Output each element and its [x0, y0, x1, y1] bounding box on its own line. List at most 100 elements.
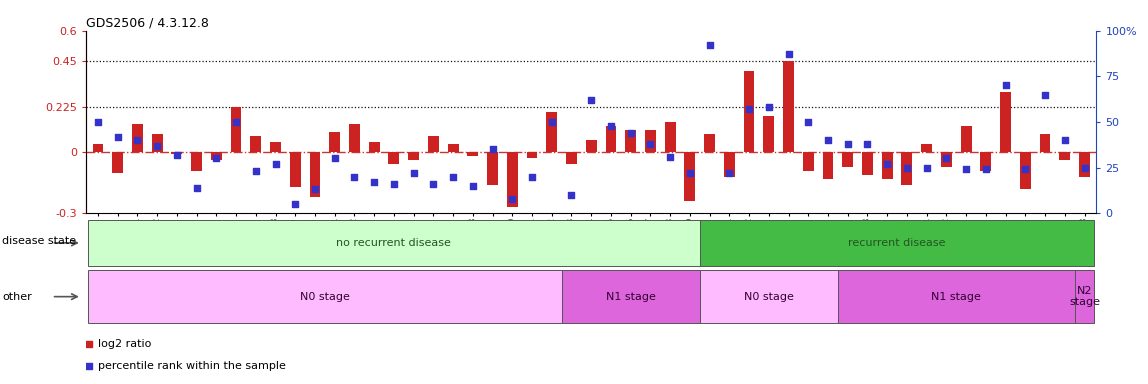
Bar: [585, 140, 597, 152]
Point: [365, 179, 383, 185]
Bar: [724, 152, 735, 177]
Bar: [838, 270, 1075, 323]
Bar: [211, 152, 222, 161]
Text: N2
stage: N2 stage: [1069, 286, 1100, 308]
Bar: [88, 220, 700, 266]
Point: [661, 154, 680, 160]
Point: [760, 104, 778, 111]
Bar: [700, 270, 838, 323]
Bar: [665, 122, 675, 152]
Point: [305, 186, 324, 192]
Bar: [882, 152, 893, 179]
Text: GDS2506 / 4.3.12.8: GDS2506 / 4.3.12.8: [86, 17, 209, 30]
Bar: [527, 152, 537, 159]
Point: [621, 130, 639, 136]
Bar: [289, 152, 301, 187]
Point: [385, 181, 403, 187]
Bar: [1000, 91, 1011, 152]
Point: [898, 164, 916, 170]
Bar: [901, 152, 913, 185]
Point: [917, 164, 936, 170]
Bar: [192, 152, 202, 170]
Bar: [566, 152, 577, 164]
Point: [1016, 166, 1034, 172]
Bar: [645, 130, 656, 152]
Bar: [349, 124, 359, 152]
Point: [80, 341, 98, 347]
Bar: [704, 134, 715, 152]
Point: [642, 141, 660, 147]
Point: [227, 119, 246, 125]
Bar: [1079, 152, 1089, 177]
Point: [80, 363, 98, 369]
Text: N0 stage: N0 stage: [744, 291, 793, 302]
Point: [937, 156, 955, 162]
Bar: [921, 144, 932, 152]
Bar: [700, 220, 1094, 266]
Point: [129, 137, 147, 143]
Point: [720, 170, 738, 176]
Bar: [744, 71, 754, 152]
Point: [1035, 91, 1054, 98]
Bar: [369, 142, 380, 152]
Point: [522, 174, 541, 180]
Point: [148, 142, 166, 149]
Point: [168, 152, 186, 158]
Bar: [802, 152, 814, 170]
Point: [878, 161, 897, 167]
Bar: [1040, 134, 1050, 152]
Bar: [487, 152, 498, 185]
Point: [700, 42, 719, 48]
Bar: [980, 152, 991, 170]
Bar: [152, 134, 163, 152]
Point: [859, 141, 877, 147]
Bar: [428, 136, 439, 152]
Bar: [270, 142, 281, 152]
Bar: [132, 124, 142, 152]
Bar: [783, 61, 794, 152]
Point: [464, 183, 482, 189]
Text: N0 stage: N0 stage: [300, 291, 350, 302]
Bar: [310, 152, 320, 197]
Point: [1056, 137, 1075, 143]
Point: [187, 185, 205, 191]
Bar: [961, 126, 971, 152]
Point: [543, 119, 561, 125]
Bar: [171, 152, 183, 154]
Bar: [388, 152, 400, 164]
Bar: [467, 152, 479, 156]
Text: N1 stage: N1 stage: [931, 291, 982, 302]
Bar: [605, 126, 616, 152]
Point: [88, 119, 107, 125]
Point: [799, 119, 817, 125]
Point: [346, 174, 364, 180]
Point: [286, 201, 304, 207]
Bar: [561, 270, 700, 323]
Bar: [329, 132, 340, 152]
Bar: [941, 152, 952, 167]
Point: [602, 122, 620, 129]
Point: [563, 192, 581, 198]
Bar: [862, 152, 872, 175]
Bar: [93, 144, 103, 152]
Point: [444, 174, 463, 180]
Point: [819, 137, 837, 143]
Bar: [1060, 152, 1070, 161]
Bar: [546, 112, 557, 152]
Bar: [684, 152, 696, 201]
Bar: [763, 116, 774, 152]
Point: [582, 97, 600, 103]
Text: disease state: disease state: [2, 236, 77, 246]
Point: [838, 141, 856, 147]
Text: other: other: [2, 291, 32, 302]
Point: [681, 170, 699, 176]
Point: [425, 181, 443, 187]
Point: [1076, 164, 1094, 170]
Bar: [448, 144, 458, 152]
Bar: [113, 152, 123, 172]
Point: [247, 168, 265, 174]
Point: [108, 134, 127, 140]
Point: [266, 161, 285, 167]
Bar: [843, 152, 853, 167]
Point: [977, 166, 995, 172]
